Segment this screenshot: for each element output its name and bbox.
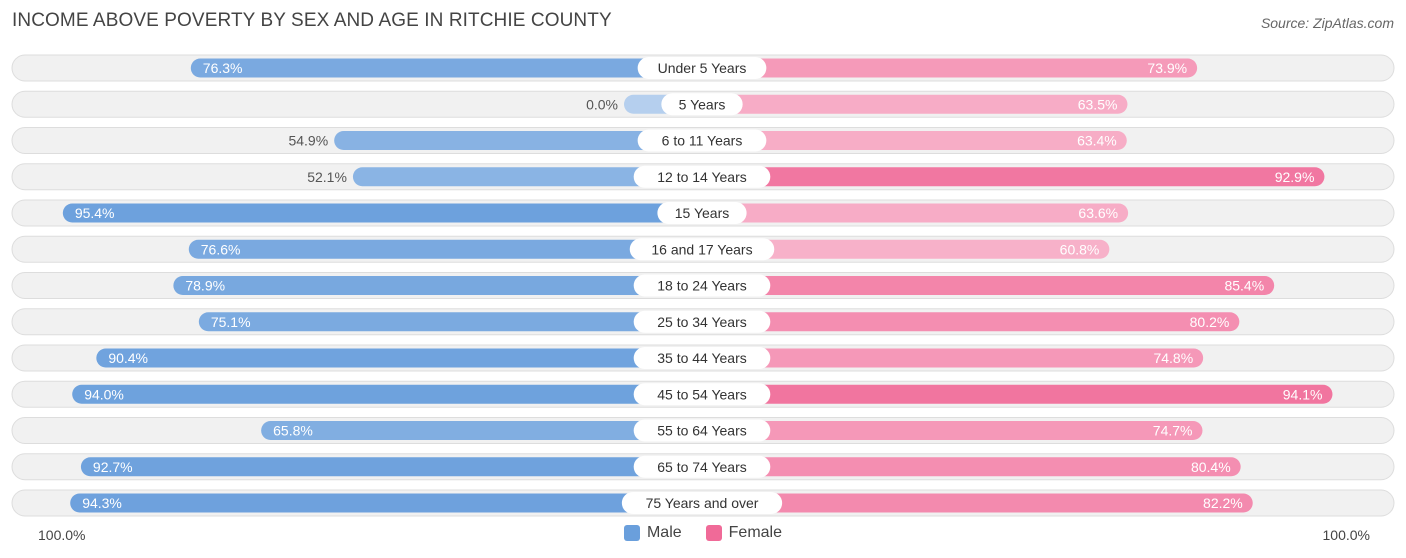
bar-female xyxy=(702,167,1325,187)
label-male: 76.3% xyxy=(203,60,243,76)
category-pill xyxy=(633,347,771,369)
label-female: 74.7% xyxy=(1153,423,1193,439)
legend-item-female[interactable]: Female xyxy=(705,524,783,542)
label-male: 54.9% xyxy=(288,133,328,149)
category-label: 45 to 54 Years xyxy=(657,386,747,402)
bar-male xyxy=(70,493,702,513)
chart-legend: Male Female xyxy=(0,524,1406,542)
category-pill xyxy=(633,419,771,442)
bar-female xyxy=(702,384,1333,404)
bar-male xyxy=(62,203,702,223)
bar-female xyxy=(702,348,1204,368)
bar-male xyxy=(72,384,702,404)
category-label: 35 to 44 Years xyxy=(657,350,747,366)
label-female: 74.8% xyxy=(1153,350,1193,366)
legend-label-male: Male xyxy=(646,524,682,541)
category-pill xyxy=(633,455,771,478)
bar-female xyxy=(702,312,1240,332)
category-pill xyxy=(633,274,771,297)
category-pill xyxy=(633,310,771,333)
label-male: 0.0% xyxy=(586,96,618,112)
category-pill xyxy=(621,492,783,514)
legend-swatch-male xyxy=(623,525,640,541)
category-label: 65 to 74 Years xyxy=(657,459,747,475)
bar-male xyxy=(198,312,702,332)
legend-label-female: Female xyxy=(728,524,783,541)
label-male: 92.7% xyxy=(93,459,133,475)
bar-male xyxy=(96,348,702,368)
category-pill xyxy=(629,238,775,261)
label-female: 80.4% xyxy=(1191,459,1231,475)
category-pill xyxy=(633,165,771,188)
label-male: 94.0% xyxy=(84,386,124,402)
category-label: Under 5 Years xyxy=(658,60,747,76)
bar-female xyxy=(702,131,1127,150)
category-label: 5 Years xyxy=(679,96,726,112)
label-male: 95.4% xyxy=(75,205,115,221)
bar-female xyxy=(702,239,1110,259)
label-male: 90.4% xyxy=(108,350,148,366)
label-female: 92.9% xyxy=(1275,169,1315,185)
bar-male xyxy=(352,167,702,187)
label-male: 52.1% xyxy=(307,169,347,185)
label-female: 94.1% xyxy=(1283,386,1323,402)
category-label: 6 to 11 Years xyxy=(662,133,743,149)
bar-male xyxy=(190,58,703,78)
label-male: 76.6% xyxy=(201,241,241,257)
label-male: 75.1% xyxy=(211,314,251,330)
category-label: 55 to 64 Years xyxy=(657,423,747,439)
label-female: 80.2% xyxy=(1190,314,1230,330)
label-male: 78.9% xyxy=(185,278,225,294)
chart-title: INCOME ABOVE POVERTY BY SEX AND AGE IN R… xyxy=(12,10,612,31)
bar-female xyxy=(702,58,1198,78)
category-label: 18 to 24 Years xyxy=(657,278,747,294)
category-label: 16 and 17 Years xyxy=(651,241,752,257)
label-male: 94.3% xyxy=(82,495,122,511)
category-pill xyxy=(633,383,771,406)
label-female: 63.6% xyxy=(1078,205,1118,221)
category-pill xyxy=(637,57,767,79)
label-female: 85.4% xyxy=(1224,278,1264,294)
label-female: 63.5% xyxy=(1078,96,1118,112)
category-label: 12 to 14 Years xyxy=(657,169,747,185)
bar-female xyxy=(702,94,1128,114)
bar-female xyxy=(702,276,1275,295)
category-pill xyxy=(657,202,747,224)
chart-source: Source: ZipAtlas.com xyxy=(1260,15,1394,31)
label-female: 60.8% xyxy=(1060,241,1100,257)
category-label: 25 to 34 Years xyxy=(657,314,747,330)
bar-male xyxy=(80,457,702,477)
bar-female xyxy=(702,421,1203,440)
category-pill xyxy=(637,129,767,152)
category-label: 75 Years and over xyxy=(646,495,759,511)
label-female: 82.2% xyxy=(1203,495,1243,511)
category-label: 15 Years xyxy=(675,205,730,221)
bar-male xyxy=(173,276,702,295)
category-pill xyxy=(661,93,743,116)
axis-right-label: 100.0% xyxy=(1322,527,1370,543)
label-female: 73.9% xyxy=(1147,60,1187,76)
bar-female xyxy=(702,457,1241,477)
bar-male xyxy=(261,421,702,440)
bar-female xyxy=(702,493,1253,513)
axis-left-label: 100.0% xyxy=(38,527,86,543)
legend-item-male[interactable]: Male xyxy=(623,524,682,542)
label-female: 63.4% xyxy=(1077,133,1117,149)
legend-swatch-female xyxy=(705,525,722,541)
bar-male xyxy=(188,239,702,259)
bar-male xyxy=(334,131,702,150)
chart-plot: 76.3% 73.9% Under 5 Years 0.0% 63.5% 5 Years 5… xyxy=(11,54,1395,517)
bar-female xyxy=(702,203,1129,223)
label-male: 65.8% xyxy=(273,423,313,439)
